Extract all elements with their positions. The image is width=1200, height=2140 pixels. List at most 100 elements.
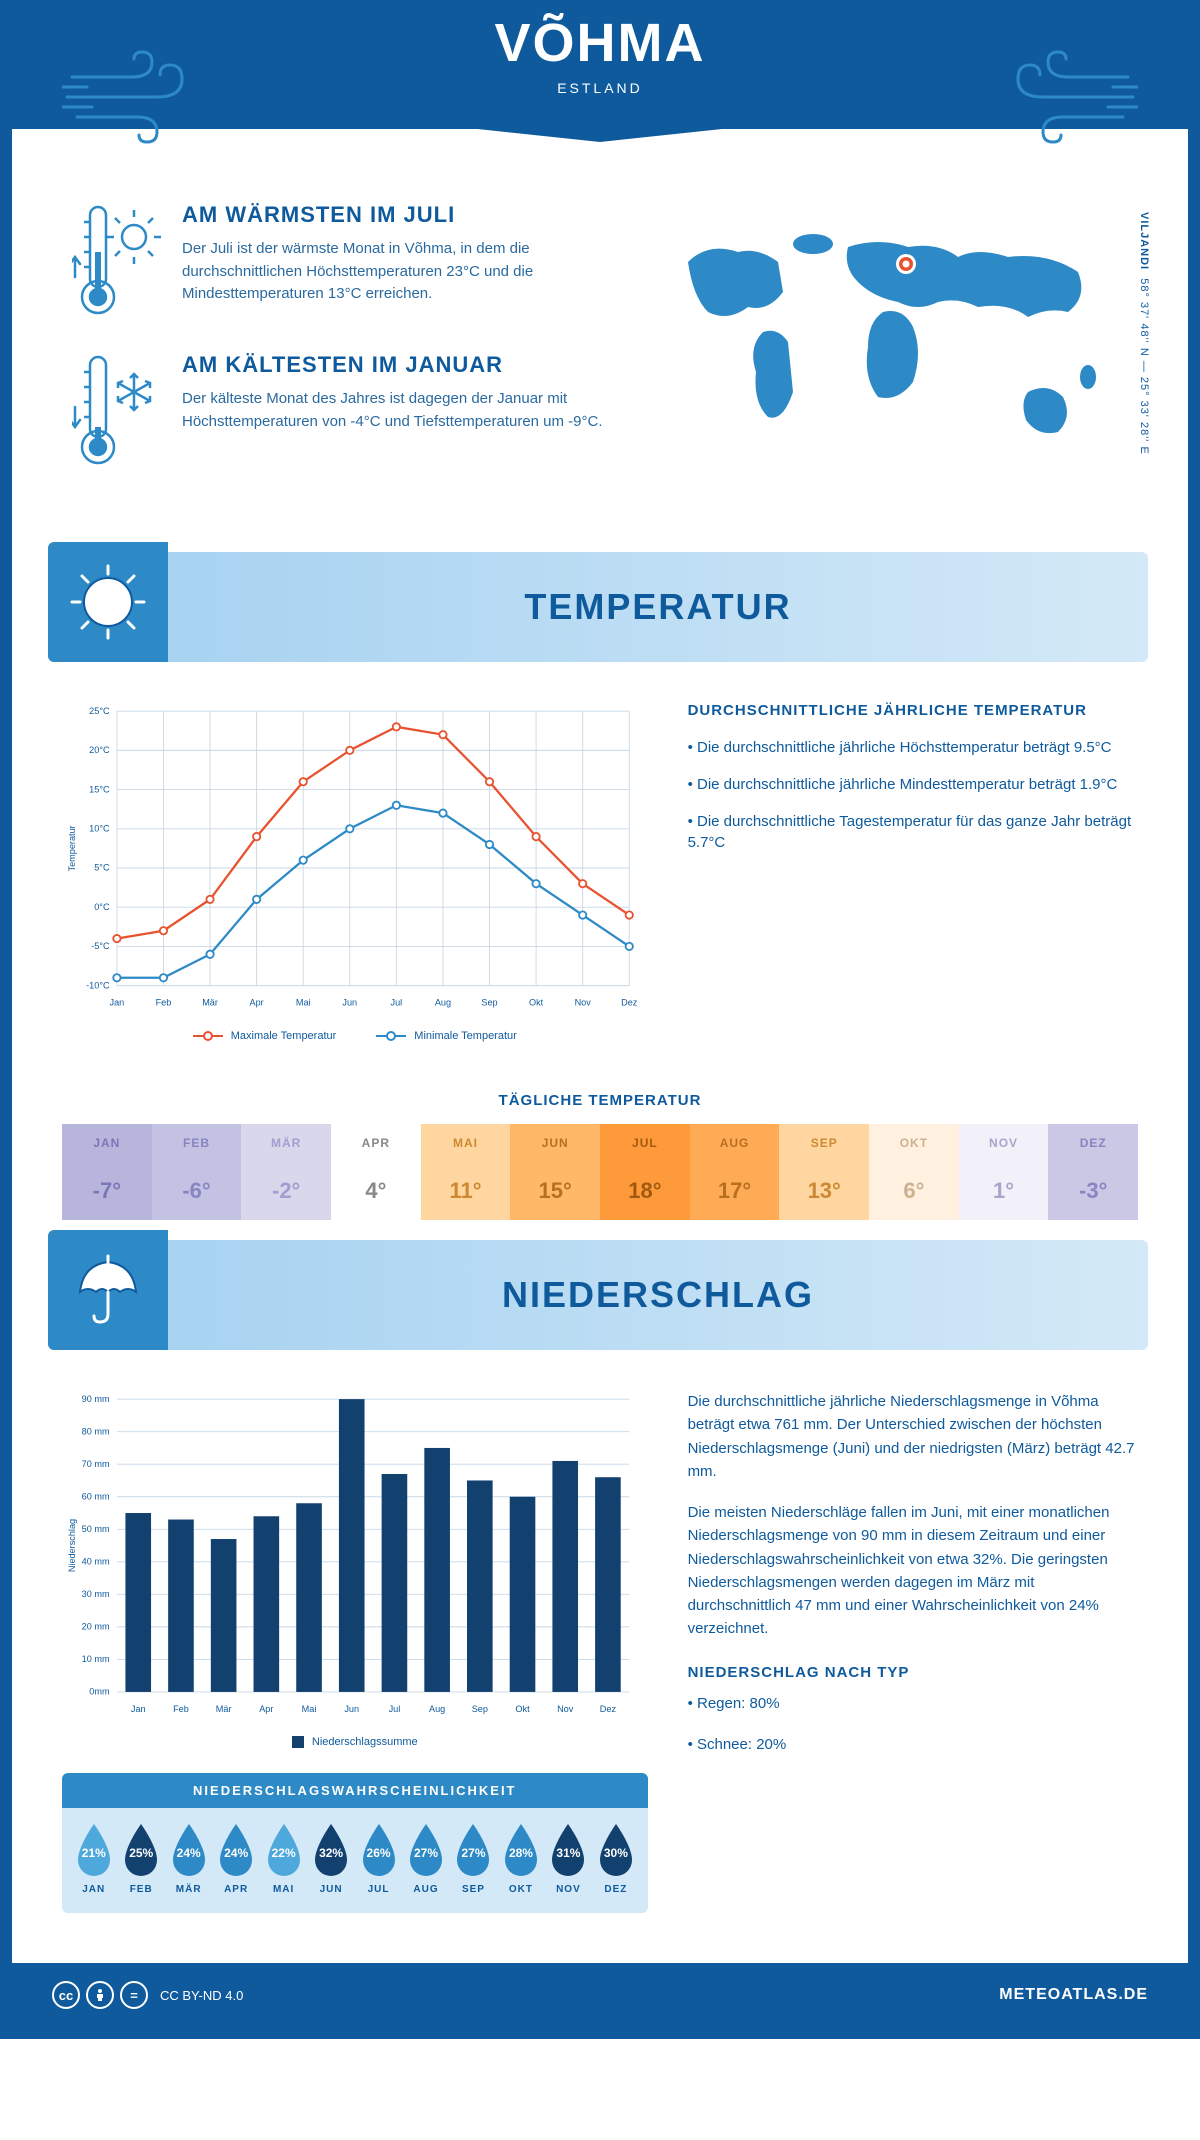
- svg-text:Mär: Mär: [202, 998, 218, 1008]
- warmest-text: Der Juli ist der wärmste Monat in Võhma,…: [182, 238, 608, 306]
- prob-drop: 24% APR: [212, 1822, 259, 1895]
- svg-text:10°C: 10°C: [89, 824, 110, 834]
- nd-icon: =: [120, 1981, 148, 2009]
- precip-type-bullet: • Regen: 80%: [688, 1692, 1138, 1715]
- svg-text:Feb: Feb: [173, 1704, 189, 1714]
- svg-text:-5°C: -5°C: [91, 941, 110, 951]
- daily-cell: APR4°: [331, 1124, 421, 1220]
- svg-text:Jun: Jun: [342, 998, 357, 1008]
- precip-p1: Die durchschnittliche jährliche Niedersc…: [688, 1390, 1138, 1483]
- svg-text:Apr: Apr: [259, 1704, 273, 1714]
- daily-cell: MAI11°: [421, 1124, 511, 1220]
- svg-text:Nov: Nov: [575, 998, 592, 1008]
- svg-text:Dez: Dez: [621, 998, 638, 1008]
- svg-text:Temperatur: Temperatur: [67, 825, 77, 871]
- svg-text:80 mm: 80 mm: [82, 1427, 110, 1437]
- prob-drop: 21% JAN: [70, 1822, 117, 1895]
- svg-text:70 mm: 70 mm: [82, 1459, 110, 1469]
- daily-cell: JAN-7°: [62, 1124, 152, 1220]
- svg-text:0°C: 0°C: [94, 902, 110, 912]
- svg-text:15°C: 15°C: [89, 784, 110, 794]
- coldest-text: Der kälteste Monat des Jahres ist dagege…: [182, 388, 608, 433]
- temperature-section-header: TEMPERATUR: [52, 552, 1148, 662]
- daily-cell: OKT6°: [869, 1124, 959, 1220]
- svg-text:Sep: Sep: [472, 1704, 488, 1714]
- wind-icon-left: [62, 47, 202, 147]
- brand-text: METEOATLAS.DE: [999, 1986, 1148, 2004]
- svg-text:Okt: Okt: [529, 998, 544, 1008]
- daily-cell: SEP13°: [779, 1124, 869, 1220]
- precip-type-title: NIEDERSCHLAG NACH TYP: [688, 1661, 1138, 1684]
- precip-type-bullet: • Schnee: 20%: [688, 1733, 1138, 1756]
- temp-info-title: DURCHSCHNITTLICHE JÄHRLICHE TEMPERATUR: [688, 702, 1138, 719]
- svg-text:20 mm: 20 mm: [82, 1622, 110, 1632]
- svg-text:-10°C: -10°C: [86, 980, 110, 990]
- prob-drop: 25% FEB: [117, 1822, 164, 1895]
- daily-cell: DEZ-3°: [1048, 1124, 1138, 1220]
- umbrella-icon: [48, 1230, 168, 1350]
- daily-temp-title: TÄGLICHE TEMPERATUR: [12, 1092, 1188, 1109]
- svg-text:Okt: Okt: [515, 1704, 530, 1714]
- svg-text:60 mm: 60 mm: [82, 1492, 110, 1502]
- coldest-block: AM KÄLTESTEN IM JANUAR Der kälteste Mona…: [72, 352, 608, 472]
- title-ribbon: VÕHMA ESTLAND: [290, 0, 910, 142]
- daily-cell: MÄR-2°: [241, 1124, 331, 1220]
- page-subtitle: ESTLAND: [290, 80, 910, 96]
- svg-text:Mär: Mär: [216, 1704, 232, 1714]
- daily-cell: JUN15°: [510, 1124, 600, 1220]
- daily-cell: JUL18°: [600, 1124, 690, 1220]
- precipitation-text: Die durchschnittliche jährliche Niedersc…: [688, 1390, 1138, 1913]
- prob-drop: 31% NOV: [545, 1822, 592, 1895]
- precip-p2: Die meisten Niederschläge fallen im Juni…: [688, 1501, 1138, 1641]
- warmest-title: AM WÄRMSTEN IM JULI: [182, 202, 608, 228]
- prob-title: NIEDERSCHLAGSWAHRSCHEINLICHKEIT: [62, 1773, 648, 1808]
- svg-text:25°C: 25°C: [89, 706, 110, 716]
- thermometer-sun-icon: [72, 202, 162, 322]
- svg-text:Jul: Jul: [389, 1704, 401, 1714]
- precipitation-bar-chart: 0mm10 mm20 mm30 mm40 mm50 mm60 mm70 mm80…: [62, 1390, 648, 1748]
- svg-text:10 mm: 10 mm: [82, 1654, 110, 1664]
- svg-text:Mai: Mai: [296, 998, 311, 1008]
- prob-drop: 30% DEZ: [592, 1822, 639, 1895]
- svg-text:0mm: 0mm: [89, 1687, 109, 1697]
- svg-text:Nov: Nov: [557, 1704, 574, 1714]
- precip-legend: Niederschlagssumme: [62, 1736, 648, 1748]
- svg-text:Aug: Aug: [429, 1704, 445, 1714]
- svg-text:Dez: Dez: [600, 1704, 617, 1714]
- precipitation-section-header: NIEDERSCHLAG: [52, 1240, 1148, 1350]
- prob-drop: 28% OKT: [497, 1822, 544, 1895]
- temp-bullet: • Die durchschnittliche jährliche Mindes…: [688, 774, 1138, 795]
- daily-cell: NOV1°: [959, 1124, 1049, 1220]
- temp-bullet: • Die durchschnittliche jährliche Höchst…: [688, 737, 1138, 758]
- daily-cell: AUG17°: [690, 1124, 780, 1220]
- svg-text:Sep: Sep: [481, 998, 497, 1008]
- svg-text:90 mm: 90 mm: [82, 1394, 110, 1404]
- svg-text:40 mm: 40 mm: [82, 1557, 110, 1567]
- svg-text:20°C: 20°C: [89, 745, 110, 755]
- prob-drop: 26% JUL: [355, 1822, 402, 1895]
- prob-drop: 24% MÄR: [165, 1822, 212, 1895]
- svg-text:Aug: Aug: [435, 998, 451, 1008]
- svg-text:Niederschlag: Niederschlag: [67, 1519, 77, 1572]
- temperature-title: TEMPERATUR: [168, 586, 1148, 628]
- thermometer-snow-icon: [72, 352, 162, 472]
- svg-text:50 mm: 50 mm: [82, 1524, 110, 1534]
- coordinates: VILJANDI 58° 37' 48'' N — 25° 33' 28'' E: [1138, 212, 1150, 455]
- prob-drop: 27% AUG: [402, 1822, 449, 1895]
- temp-bullet: • Die durchschnittliche Tagestemperatur …: [688, 811, 1138, 853]
- sun-icon: [48, 542, 168, 662]
- cc-icon: cc: [52, 1981, 80, 2009]
- page-title: VÕHMA: [290, 12, 910, 74]
- precipitation-probability-box: NIEDERSCHLAGSWAHRSCHEINLICHKEIT 21% JAN …: [62, 1773, 648, 1913]
- svg-text:Mai: Mai: [302, 1704, 317, 1714]
- coldest-title: AM KÄLTESTEN IM JANUAR: [182, 352, 608, 378]
- svg-text:Jun: Jun: [344, 1704, 359, 1714]
- prob-drop: 22% MAI: [260, 1822, 307, 1895]
- temperature-line-chart: -10°C-5°C0°C5°C10°C15°C20°C25°CJanFebMär…: [62, 702, 648, 1042]
- world-map: VILJANDI 58° 37' 48'' N — 25° 33' 28'' E: [648, 202, 1128, 502]
- svg-text:Feb: Feb: [156, 998, 172, 1008]
- license-text: CC BY-ND 4.0: [160, 1988, 243, 2003]
- by-icon: [86, 1981, 114, 2009]
- daily-cell: FEB-6°: [152, 1124, 242, 1220]
- temperature-legend: .legend-item:nth-child(1) .legend-line::…: [62, 1030, 648, 1042]
